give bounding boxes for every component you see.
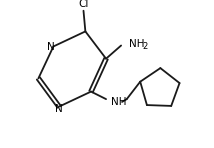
Text: N: N xyxy=(55,103,63,114)
Text: NH: NH xyxy=(129,39,144,49)
Text: Cl: Cl xyxy=(78,0,89,9)
Text: 2: 2 xyxy=(143,42,148,51)
Text: NH: NH xyxy=(111,97,126,107)
Text: N: N xyxy=(47,42,54,52)
